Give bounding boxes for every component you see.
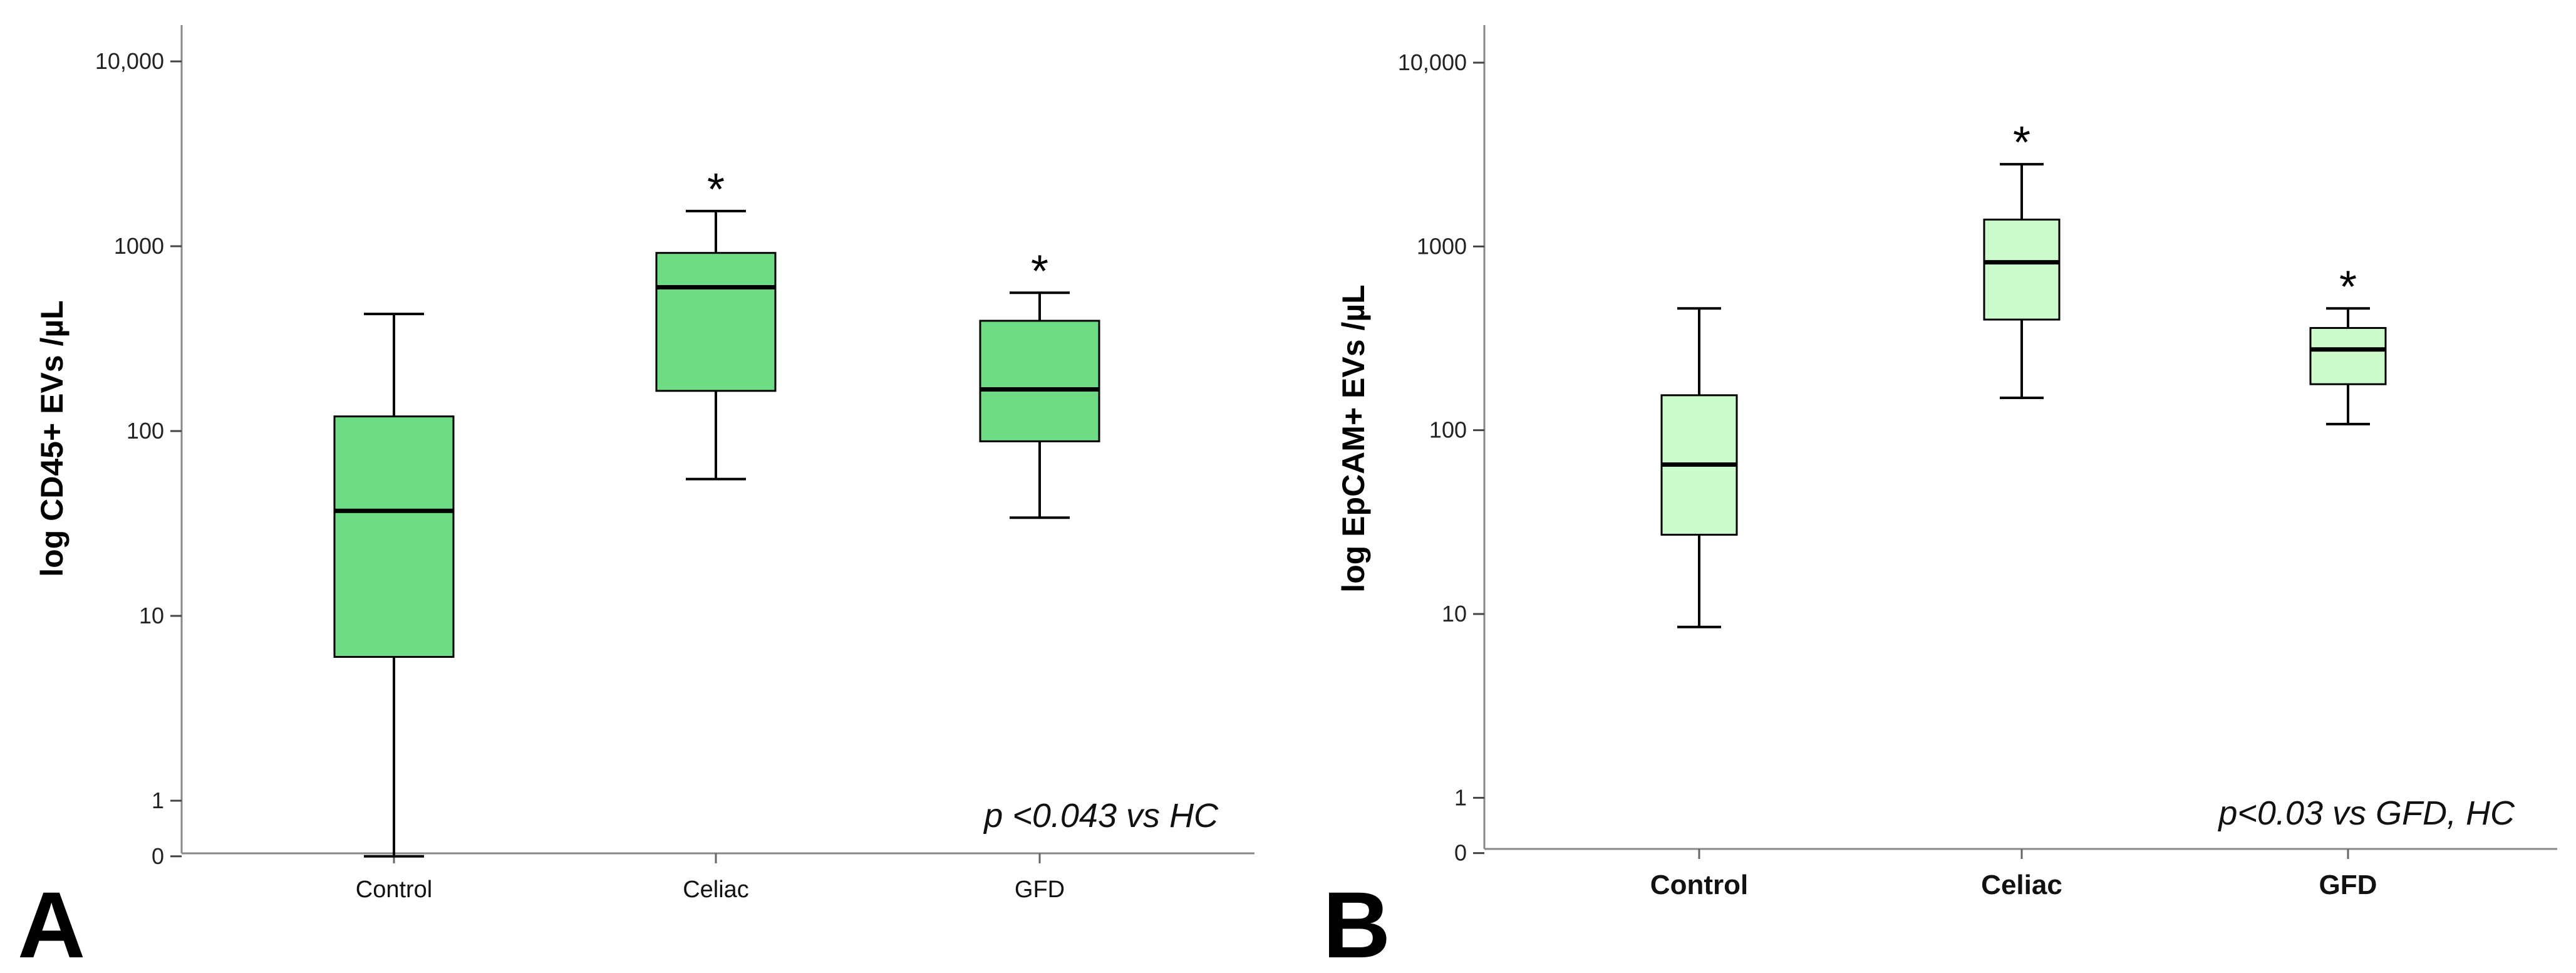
y-tick-label: 1000 (114, 233, 164, 259)
p-value-annotation: p<0.03 vs GFD, HC (2217, 794, 2515, 832)
x-tick-label: Control (356, 877, 433, 903)
y-tick-label: 100 (127, 418, 164, 444)
panel-b: 0 1 10 100 1000 10,000 Control Celiac GFD * * log E… (1323, 25, 2557, 973)
significance-star: * (707, 165, 725, 215)
y-tick-label: 10,000 (95, 48, 164, 74)
y-tick-label: 1 (152, 788, 164, 813)
x-tick-label: GFD (1015, 877, 1065, 903)
x-tick-label: GFD (2319, 870, 2377, 900)
y-tick-label: 0 (152, 843, 164, 869)
x-tick-label: Celiac (683, 877, 749, 903)
x-tick-label: Celiac (1981, 870, 2062, 900)
y-tick-label: 10 (1442, 601, 1467, 627)
y-axis-label: log CD45+ EVs /µL (34, 300, 70, 576)
significance-star: * (2339, 262, 2357, 312)
box-gfd (2309, 326, 2387, 385)
box-control (333, 415, 455, 658)
box-gfd (979, 320, 1100, 442)
y-tick-label: 10 (139, 603, 164, 628)
p-value-annotation: p <0.043 vs HC (983, 797, 1219, 835)
panel-letter: B (1323, 872, 1390, 973)
x-tick-label: Control (1650, 870, 1748, 900)
panel-letter: A (18, 872, 85, 973)
y-axis-label: log EpCAM+ EVs /µL (1336, 284, 1371, 592)
y-tick-label: 10,000 (1398, 49, 1467, 75)
box-celiac (655, 252, 777, 392)
significance-star: * (2013, 118, 2030, 168)
panel-a: 0 1 10 100 1000 10,000 Control Celiac GFD * * log C… (18, 25, 1254, 973)
y-tick-label: 100 (1429, 417, 1467, 443)
y-tick-label: 0 (1454, 840, 1467, 866)
box-celiac (1983, 218, 2061, 321)
y-tick-label: 1 (1454, 784, 1467, 810)
significance-star: * (1031, 246, 1048, 296)
y-tick-label: 1000 (1417, 233, 1467, 259)
